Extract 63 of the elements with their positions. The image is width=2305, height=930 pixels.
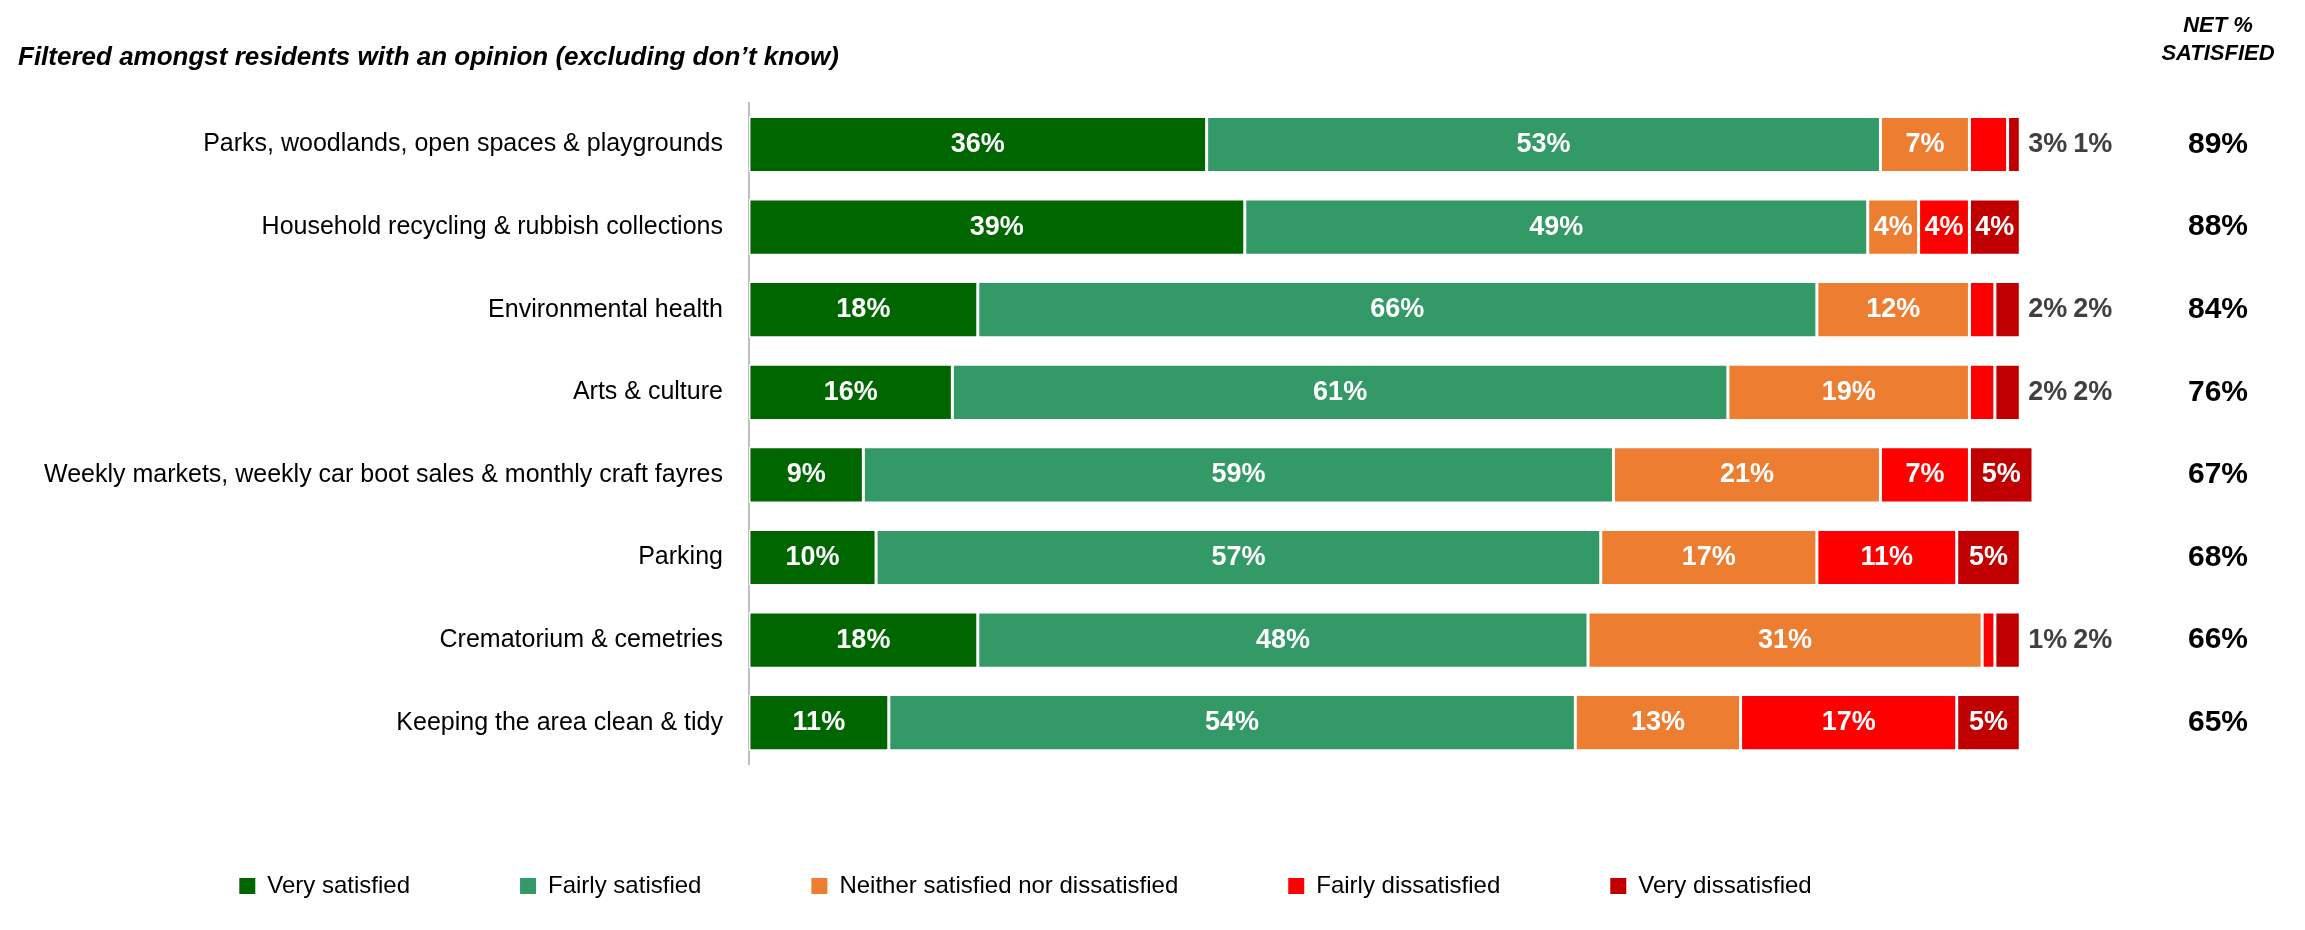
- y-tick-label: Keeping the area clean & tidy: [396, 706, 724, 735]
- text: 65%: [2187, 703, 2249, 737]
- data-label: 2%: [2028, 293, 2068, 324]
- text: 67%: [2187, 456, 2249, 490]
- data-label: 49%: [1529, 210, 1584, 241]
- data-label: 39%: [969, 210, 1024, 241]
- data-label: 21%: [1719, 458, 1774, 489]
- data-label: 54%: [1205, 706, 1260, 737]
- y-tick-label: Parking: [638, 541, 723, 570]
- y-tick-label: Environmental health: [488, 293, 723, 322]
- data-label: 12%: [1866, 293, 1921, 324]
- text: Filtered amongst residents with an opinion (excluding don’t know): [18, 40, 839, 71]
- data-label: 13%: [1630, 706, 1685, 737]
- legend-label: Very dissatisfied: [1638, 870, 1812, 898]
- data-label: 18%: [836, 293, 891, 324]
- data-label: 4%: [1975, 210, 2015, 241]
- text: 84%: [2187, 290, 2249, 324]
- data-label: 2%: [2028, 375, 2068, 406]
- data-label: 16%: [823, 375, 878, 406]
- data-label: 10%: [785, 540, 840, 571]
- data-label: 19%: [1821, 375, 1876, 406]
- data-label: 61%: [1313, 375, 1368, 406]
- data-label: 59%: [1211, 458, 1266, 489]
- legend-label: Very satisfied: [267, 870, 411, 898]
- data-label: 9%: [786, 458, 826, 489]
- text: NET % SATISFIED: [2161, 12, 2275, 66]
- text: 88%: [2187, 208, 2249, 242]
- text: 89%: [2187, 125, 2249, 159]
- data-label: 11%: [1860, 540, 1914, 571]
- data-label: 66%: [1370, 293, 1425, 324]
- legend-label: Fairly satisfied: [548, 870, 702, 898]
- data-label: 2%: [2073, 623, 2113, 654]
- y-tick-label: Household recycling & rubbish collections: [261, 210, 723, 239]
- data-label: 7%: [1905, 458, 1945, 489]
- data-label: 2%: [2073, 375, 2113, 406]
- data-label: 18%: [836, 623, 891, 654]
- data-label: 4%: [1873, 210, 1913, 241]
- text: 66%: [2187, 621, 2249, 655]
- data-label: 4%: [1924, 210, 1964, 241]
- legend-label: Fairly dissatisfied: [1316, 870, 1501, 898]
- data-label: 17%: [1821, 706, 1876, 737]
- data-label: 5%: [1981, 458, 2021, 489]
- data-label: 31%: [1758, 623, 1813, 654]
- data-label: 17%: [1681, 540, 1736, 571]
- data-label: 1%: [2028, 623, 2068, 654]
- legend-label: Neither satisfied nor dissatisfied: [839, 870, 1179, 898]
- text: 68%: [2187, 538, 2249, 572]
- data-label: 48%: [1255, 623, 1310, 654]
- data-label: 36%: [950, 127, 1005, 158]
- y-tick-label: Weekly markets, weekly car boot sales & monthly craft fayres: [43, 458, 723, 487]
- y-tick-label: Crematorium & cemetries: [439, 623, 723, 652]
- data-label: 1%: [2073, 127, 2113, 158]
- data-label: 7%: [1905, 127, 1945, 158]
- data-label: 11%: [792, 706, 846, 737]
- data-label: 5%: [1968, 706, 2009, 737]
- data-label: 57%: [1211, 540, 1266, 571]
- data-label: 53%: [1516, 127, 1571, 158]
- y-tick-label: Arts & culture: [572, 376, 723, 405]
- data-label: 5%: [1968, 540, 2009, 571]
- data-label: 3%: [2028, 127, 2068, 158]
- data-label: 2%: [2073, 293, 2113, 324]
- y-tick-label: Parks, woodlands, open spaces & playgrounds: [203, 128, 723, 157]
- text: 76%: [2187, 373, 2249, 407]
